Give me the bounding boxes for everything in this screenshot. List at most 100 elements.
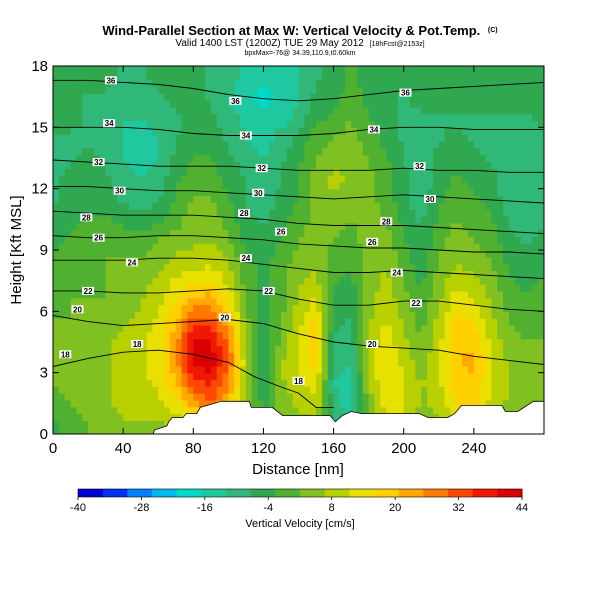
contour-label: 18 bbox=[59, 350, 72, 359]
velocity-cell bbox=[298, 120, 305, 128]
velocity-cell bbox=[210, 277, 218, 285]
velocity-cell bbox=[374, 270, 381, 278]
velocity-cell bbox=[368, 93, 376, 101]
velocity-cell bbox=[532, 324, 539, 333]
velocity-cell bbox=[485, 318, 492, 326]
velocity-cell bbox=[409, 100, 417, 108]
velocity-cell bbox=[187, 290, 194, 299]
velocity-cell bbox=[199, 399, 206, 408]
velocity-cell bbox=[123, 147, 130, 156]
velocity-cell bbox=[93, 338, 101, 346]
velocity-cell bbox=[520, 127, 528, 135]
velocity-cell bbox=[117, 168, 124, 176]
velocity-cell bbox=[280, 345, 288, 353]
velocity-cell bbox=[362, 277, 370, 285]
velocity-cell bbox=[175, 284, 183, 292]
velocity-cell bbox=[128, 386, 136, 394]
velocity-cell bbox=[415, 202, 422, 210]
velocity-cell bbox=[450, 222, 457, 231]
velocity-cell bbox=[269, 202, 276, 210]
contour-label-bg bbox=[366, 237, 379, 246]
velocity-cell bbox=[280, 277, 288, 285]
theta-contour-30 bbox=[53, 186, 544, 204]
velocity-cell bbox=[403, 168, 411, 176]
velocity-cell bbox=[409, 304, 417, 312]
velocity-cell bbox=[199, 324, 206, 333]
velocity-cell bbox=[298, 229, 305, 237]
velocity-cell bbox=[304, 222, 311, 231]
velocity-cell bbox=[280, 256, 288, 265]
velocity-cell bbox=[216, 243, 224, 251]
velocity-cell bbox=[456, 93, 463, 101]
velocity-cell bbox=[316, 304, 323, 312]
contour-label-bg bbox=[292, 376, 305, 385]
velocity-cell bbox=[76, 222, 83, 231]
velocity-cell bbox=[70, 250, 77, 258]
velocity-cell bbox=[240, 161, 247, 169]
velocity-cell bbox=[105, 134, 113, 142]
velocity-cell bbox=[438, 106, 446, 115]
velocity-cell bbox=[280, 250, 288, 258]
velocity-cell bbox=[216, 263, 224, 272]
velocity-cell bbox=[444, 304, 452, 312]
velocity-cell bbox=[111, 161, 118, 169]
velocity-cell bbox=[140, 93, 148, 101]
velocity-cell bbox=[491, 256, 498, 265]
colorbar-swatch bbox=[250, 489, 276, 497]
velocity-cell bbox=[508, 297, 516, 306]
velocity-cell bbox=[193, 222, 200, 231]
velocity-cell bbox=[520, 318, 528, 326]
velocity-cell bbox=[240, 181, 247, 190]
velocity-cell bbox=[304, 181, 311, 190]
velocity-cell bbox=[316, 359, 323, 367]
velocity-cell bbox=[333, 270, 341, 278]
velocity-cell bbox=[93, 386, 101, 394]
velocity-cell bbox=[409, 311, 417, 319]
velocity-cell bbox=[158, 318, 165, 326]
velocity-cell bbox=[356, 66, 364, 74]
velocity-cell bbox=[392, 93, 399, 101]
velocity-cell bbox=[356, 229, 364, 237]
velocity-cell bbox=[316, 284, 323, 292]
velocity-cell bbox=[450, 154, 457, 162]
velocity-cell bbox=[199, 161, 206, 169]
colorbar-swatch bbox=[448, 489, 474, 497]
velocity-cell bbox=[123, 236, 130, 244]
velocity-cell bbox=[462, 168, 469, 176]
velocity-cell bbox=[117, 413, 124, 421]
velocity-cell bbox=[345, 175, 352, 183]
velocity-cell bbox=[134, 215, 142, 224]
velocity-cell bbox=[503, 277, 510, 285]
velocity-cell bbox=[158, 290, 165, 299]
velocity-cell bbox=[479, 147, 487, 156]
velocity-cell bbox=[345, 352, 352, 360]
velocity-cell bbox=[158, 277, 165, 285]
velocity-cell bbox=[82, 270, 89, 278]
velocity-cell bbox=[491, 147, 498, 156]
velocity-cell bbox=[216, 270, 224, 278]
velocity-cell bbox=[397, 311, 405, 319]
velocity-cell bbox=[128, 284, 136, 292]
velocity-cell bbox=[374, 202, 381, 210]
velocity-cell bbox=[280, 134, 288, 142]
velocity-cell bbox=[444, 386, 452, 394]
velocity-cell bbox=[117, 304, 124, 312]
velocity-cell bbox=[123, 195, 130, 203]
velocity-cell bbox=[134, 277, 142, 285]
velocity-cell bbox=[64, 72, 72, 81]
velocity-cell bbox=[164, 297, 171, 306]
velocity-cell bbox=[269, 222, 276, 231]
velocity-cell bbox=[175, 338, 183, 346]
x-tick-label: 0 bbox=[49, 440, 57, 457]
velocity-cell bbox=[438, 120, 446, 128]
velocity-cell bbox=[64, 318, 72, 326]
velocity-cell bbox=[304, 399, 311, 408]
velocity-cell bbox=[403, 284, 411, 292]
velocity-cell bbox=[152, 243, 159, 251]
velocity-cell bbox=[280, 311, 288, 319]
velocity-cell bbox=[397, 345, 405, 353]
velocity-cell bbox=[158, 243, 165, 251]
velocity-cell bbox=[88, 161, 95, 169]
velocity-cell bbox=[321, 243, 329, 251]
velocity-cell bbox=[70, 147, 77, 156]
